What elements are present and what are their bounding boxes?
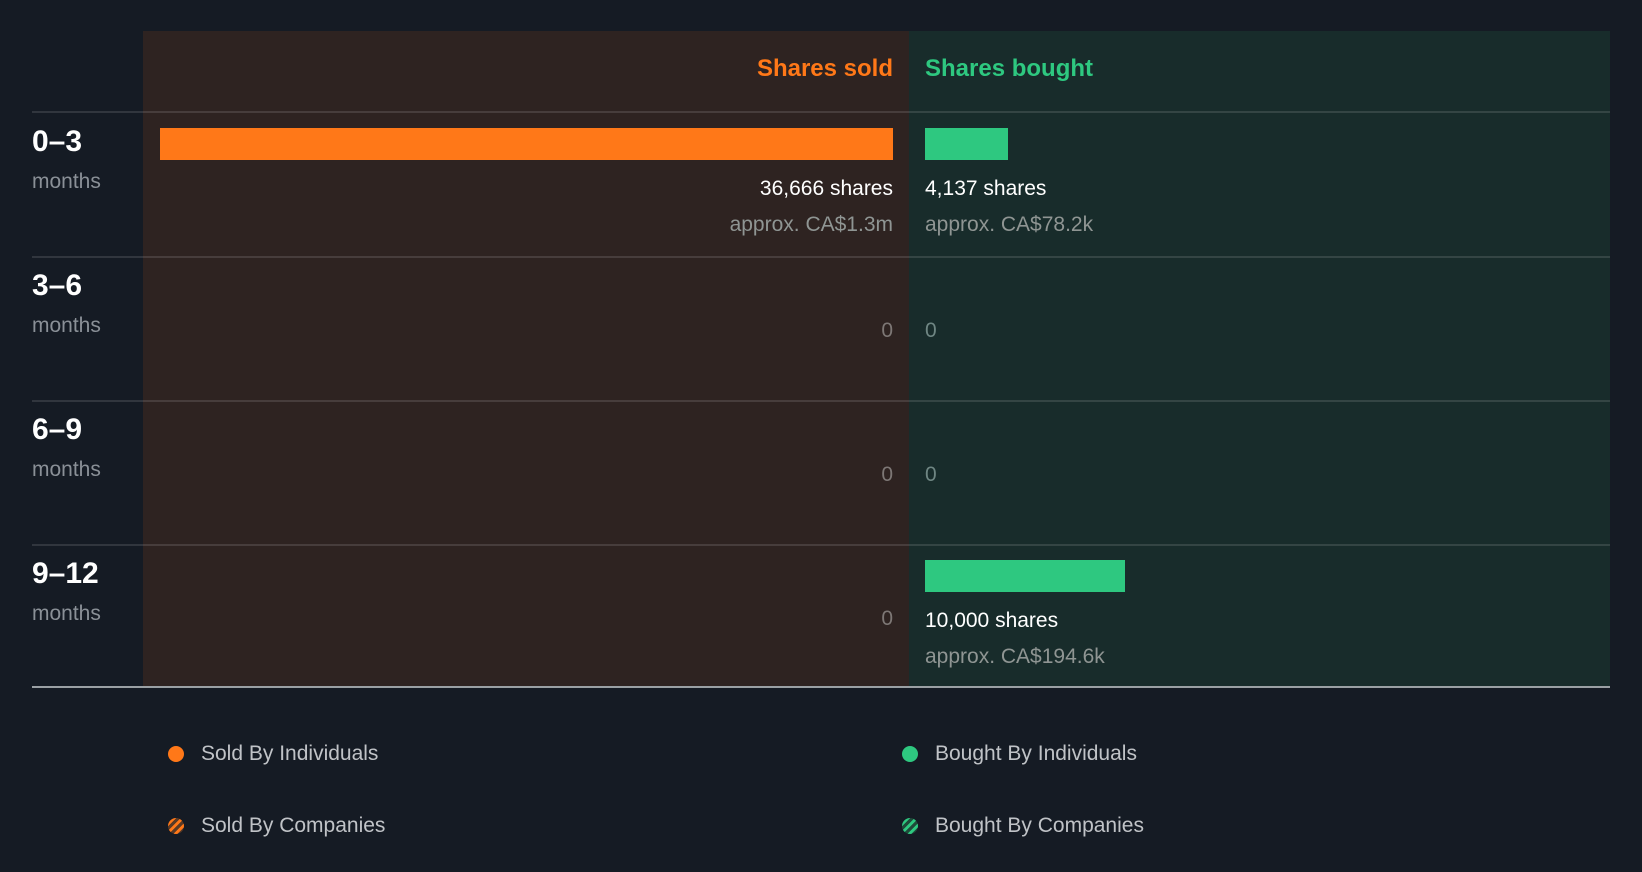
legend-label: Bought By Individuals <box>935 742 1137 765</box>
row-6-9-months: 6–9 months 0 0 <box>0 401 1642 545</box>
bought-zero-value: 0 <box>925 463 937 486</box>
green-striped-dot-icon <box>902 818 918 834</box>
legend-sold-by-individuals[interactable]: Sold By Individuals <box>168 742 378 766</box>
legend-bought-by-companies[interactable]: Bought By Companies <box>902 814 1144 838</box>
shares-bought-header: Shares bought <box>925 55 1094 82</box>
orange-dot-icon <box>168 746 184 762</box>
divider <box>32 544 1610 546</box>
divider <box>32 111 1610 113</box>
legend-label: Sold By Companies <box>201 814 386 837</box>
legend-label: Bought By Companies <box>935 814 1144 837</box>
legend-label: Sold By Individuals <box>201 742 379 765</box>
bought-bar[interactable] <box>925 560 1125 592</box>
sold-zero-value: 0 <box>881 463 893 486</box>
legend-sold-by-companies[interactable]: Sold By Companies <box>168 814 385 838</box>
bought-shares-value: 4,137 shares <box>925 177 1047 200</box>
row-range-label: 6–9 <box>32 413 83 446</box>
sold-zero-value: 0 <box>881 607 893 630</box>
green-dot-icon <box>902 746 918 762</box>
chart-baseline <box>32 686 1610 688</box>
sold-approx-value: approx. CA$1.3m <box>729 213 893 236</box>
sold-shares-value: 36,666 shares <box>759 177 893 200</box>
row-unit-label: months <box>32 602 101 625</box>
bought-shares-value: 10,000 shares <box>925 609 1059 632</box>
bought-zero-value: 0 <box>925 319 937 342</box>
shares-sold-header: Shares sold <box>756 55 893 82</box>
sold-zero-value: 0 <box>881 319 893 342</box>
row-unit-label: months <box>32 458 101 481</box>
bought-approx-value: approx. CA$78.2k <box>925 213 1094 236</box>
bought-approx-value: approx. CA$194.6k <box>925 645 1105 668</box>
row-unit-label: months <box>32 170 101 193</box>
row-range-label: 0–3 <box>32 125 83 158</box>
legend-bought-by-individuals[interactable]: Bought By Individuals <box>902 742 1137 766</box>
divider <box>32 256 1610 258</box>
divider <box>32 400 1610 402</box>
row-unit-label: months <box>32 314 101 337</box>
orange-striped-dot-icon <box>168 818 184 834</box>
row-range-label: 9–12 <box>32 557 99 590</box>
row-3-6-months: 3–6 months 0 0 <box>0 257 1642 401</box>
row-range-label: 3–6 <box>32 269 83 302</box>
row-0-3-months: 0–3 months 36,666 shares approx. CA$1.3m… <box>0 113 1642 257</box>
bought-bar[interactable] <box>925 128 1008 160</box>
sold-bar[interactable] <box>160 128 893 160</box>
row-9-12-months: 9–12 months 0 10,000 shares approx. CA$1… <box>0 545 1642 689</box>
